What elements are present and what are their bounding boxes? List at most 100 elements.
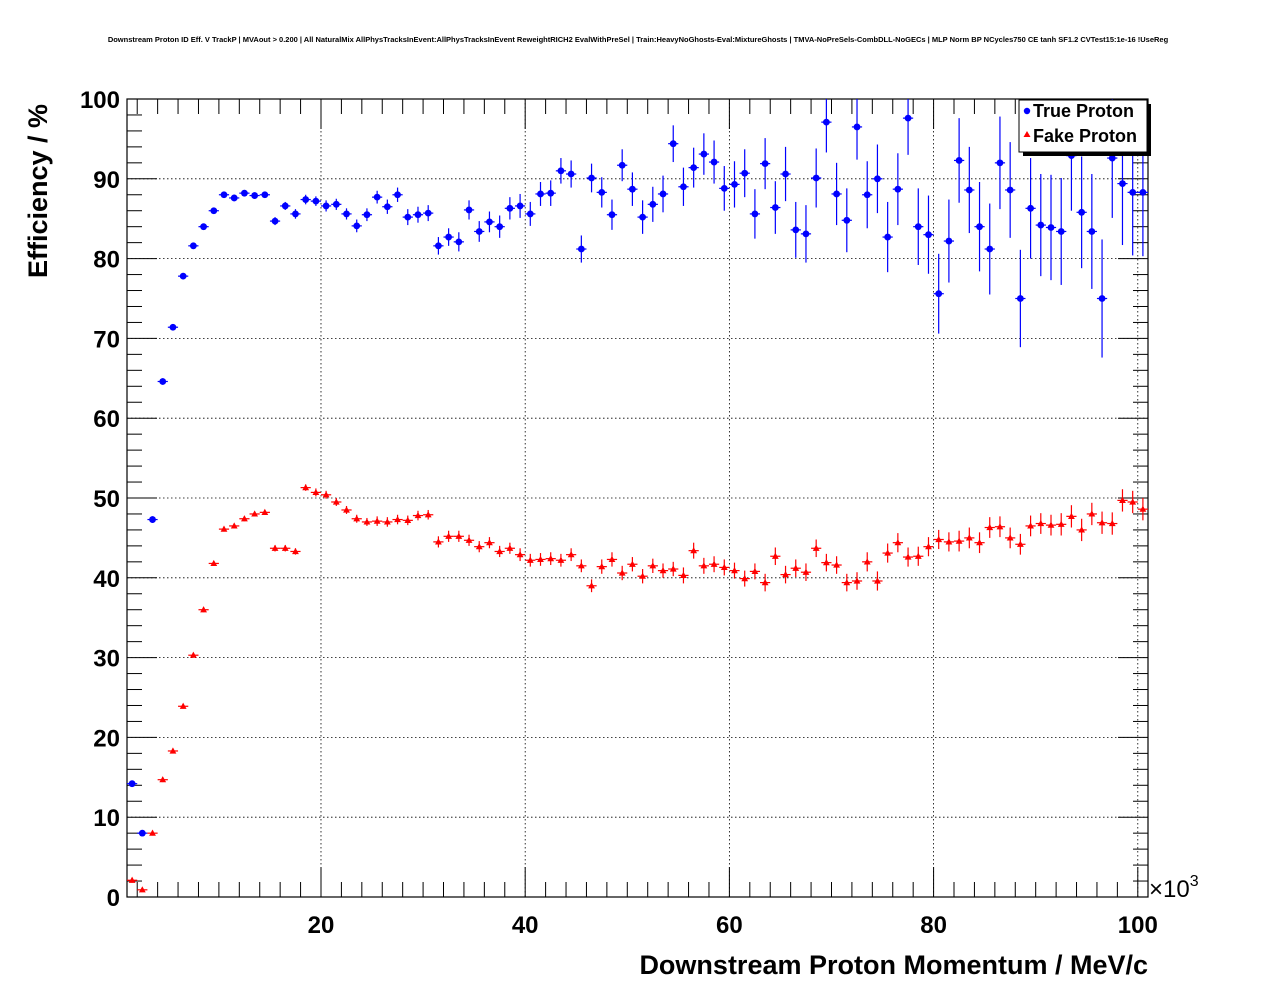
fake-proton-point	[506, 544, 514, 551]
fake-proton-point	[925, 543, 932, 550]
true-proton-point	[1139, 188, 1147, 196]
fake-proton-point	[138, 886, 146, 893]
true-proton-point	[138, 829, 146, 837]
fake-proton-point	[608, 555, 616, 563]
true-proton-point	[332, 200, 340, 208]
fake-proton-point	[251, 510, 259, 517]
fake-proton-point	[731, 567, 738, 574]
true-proton-point	[894, 185, 902, 193]
true-proton-point	[863, 191, 871, 199]
true-proton-point	[220, 191, 228, 199]
true-proton-point	[782, 170, 789, 178]
fake-proton-point	[914, 552, 922, 559]
true-proton-point	[731, 180, 738, 188]
fake-proton-point	[1027, 522, 1034, 529]
true-proton-point	[159, 378, 167, 385]
true-proton-point	[741, 169, 749, 177]
true-proton-point	[200, 223, 207, 231]
true-proton-point	[343, 210, 350, 218]
true-proton-point	[996, 159, 1004, 167]
true-proton-point	[435, 242, 442, 250]
true-proton-point	[547, 189, 555, 197]
true-proton-point	[1027, 204, 1034, 212]
fake-proton-point	[455, 532, 463, 539]
true-proton-point	[588, 174, 595, 182]
series-true-proton	[127, 99, 1148, 837]
true-proton-point	[822, 118, 830, 126]
true-proton-point	[506, 204, 514, 212]
true-proton-point	[700, 150, 708, 158]
y-tick-label: 40	[93, 566, 120, 593]
fake-proton-point	[496, 547, 504, 555]
true-proton-point	[363, 211, 371, 219]
fake-proton-point	[618, 569, 626, 576]
fake-proton-point	[292, 547, 299, 555]
fake-proton-point	[741, 574, 749, 582]
fake-proton-point	[1078, 526, 1086, 533]
fake-proton-point	[343, 506, 350, 513]
fake-proton-point	[669, 565, 677, 572]
true-proton-point	[179, 272, 187, 280]
fake-proton-point	[976, 539, 983, 546]
fake-proton-point	[363, 518, 371, 525]
fake-proton-point	[904, 553, 912, 560]
fake-proton-point	[281, 544, 289, 551]
fake-proton-point	[1088, 510, 1096, 517]
true-proton-point	[577, 245, 585, 253]
legend-marker-true-proton	[1023, 107, 1031, 115]
true-proton-point	[914, 223, 922, 231]
true-proton-point	[241, 189, 248, 197]
true-proton-point	[945, 237, 953, 245]
fake-proton-point	[996, 523, 1004, 530]
x-exponent-power: 3	[1190, 873, 1199, 890]
fake-proton-point	[761, 578, 769, 586]
true-proton-point	[649, 200, 657, 208]
fake-proton-point	[1139, 505, 1147, 512]
true-proton-point	[1108, 154, 1116, 162]
fake-proton-point	[159, 776, 167, 783]
fake-proton-point	[751, 567, 759, 575]
fake-proton-point	[628, 560, 636, 567]
true-proton-point	[1129, 188, 1137, 196]
true-proton-point	[1098, 295, 1106, 302]
fake-proton-point	[404, 516, 412, 523]
true-proton-point	[465, 206, 473, 214]
y-tick-label: 20	[93, 725, 120, 752]
true-proton-point	[1057, 228, 1065, 235]
true-proton-point	[710, 158, 718, 166]
fake-proton-point	[445, 532, 453, 539]
fake-proton-point	[863, 558, 871, 565]
fake-proton-point	[200, 606, 207, 613]
fake-proton-point	[1129, 498, 1137, 505]
fake-proton-point	[659, 567, 667, 574]
legend: True Proton Fake Proton	[1018, 99, 1151, 156]
fake-proton-point	[179, 702, 187, 709]
true-proton-point	[486, 218, 493, 226]
true-proton-point	[874, 175, 881, 183]
fake-proton-point	[853, 577, 861, 584]
true-proton-point	[496, 223, 504, 231]
y-axis-title: Efficiency / %	[23, 104, 53, 278]
x-tick-label: 40	[512, 912, 539, 939]
fake-proton-point	[1037, 519, 1045, 527]
true-proton-point	[690, 164, 698, 172]
true-proton-point	[281, 202, 289, 210]
fake-proton-point	[935, 535, 943, 543]
true-proton-point	[322, 202, 330, 210]
fake-proton-point	[220, 525, 228, 532]
true-proton-point	[955, 157, 963, 164]
true-proton-point	[302, 196, 310, 203]
true-proton-point	[720, 184, 728, 192]
true-proton-point	[557, 167, 565, 175]
x-exponent-multiplier: ×103	[1149, 873, 1199, 903]
true-proton-point	[149, 516, 156, 523]
fake-proton-point	[526, 556, 534, 563]
fake-proton-point	[373, 517, 381, 524]
true-proton-point	[680, 183, 687, 191]
fake-proton-point	[302, 484, 310, 491]
fake-proton-point	[955, 537, 963, 544]
true-proton-point	[292, 210, 299, 218]
grid-lines	[127, 99, 1148, 897]
true-proton-point	[526, 210, 534, 218]
true-proton-point	[210, 207, 218, 215]
